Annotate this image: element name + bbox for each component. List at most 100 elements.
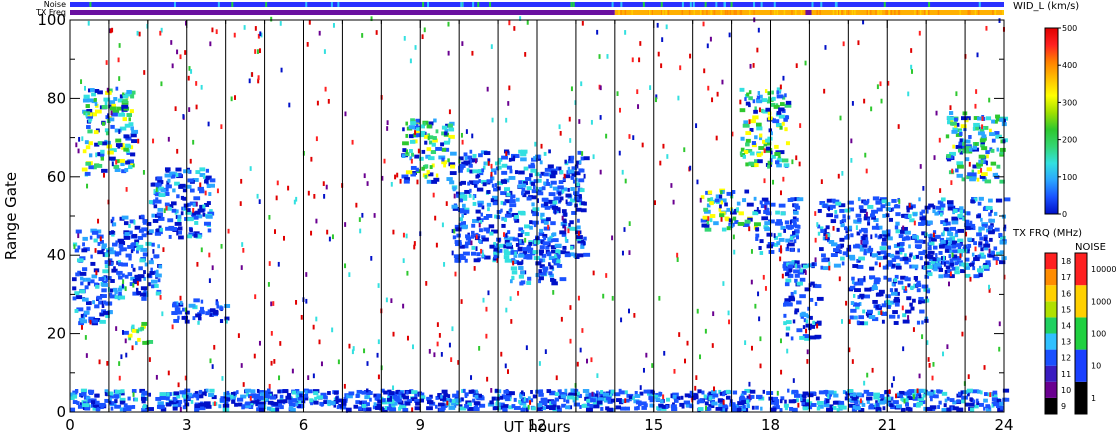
data-point <box>836 227 840 232</box>
data-point <box>426 147 432 152</box>
data-point <box>117 260 121 265</box>
data-point <box>972 399 976 404</box>
data-point <box>497 394 501 399</box>
data-point <box>816 320 822 325</box>
data-point <box>361 404 367 408</box>
data-point <box>816 400 824 405</box>
data-point <box>496 258 499 263</box>
data-point <box>706 203 711 208</box>
data-point <box>838 276 841 282</box>
data-point <box>101 294 107 298</box>
data-point <box>964 265 971 270</box>
data-point <box>711 390 717 395</box>
data-point <box>915 283 922 288</box>
data-point <box>410 158 413 164</box>
data-point <box>730 208 734 213</box>
data-point <box>121 104 129 109</box>
freq-colorbar-label: 11 <box>1061 370 1071 379</box>
data-point <box>995 198 1003 203</box>
data-point <box>913 394 918 399</box>
data-point <box>194 404 201 409</box>
data-point <box>336 398 343 403</box>
data-point <box>153 254 160 259</box>
data-point <box>491 183 495 188</box>
data-point <box>936 265 943 270</box>
data-point <box>270 16 273 22</box>
data-point <box>857 40 860 46</box>
data-point <box>841 261 845 266</box>
data-point <box>562 245 567 250</box>
data-point <box>875 223 879 228</box>
data-point <box>964 273 971 278</box>
width-colorbar-label: 100 <box>1062 173 1077 182</box>
data-point <box>126 113 132 117</box>
data-point <box>800 394 807 399</box>
data-point <box>679 402 685 407</box>
data-point <box>527 247 534 252</box>
data-point <box>81 248 88 253</box>
data-point <box>504 251 511 256</box>
data-point <box>555 249 560 254</box>
data-point <box>921 231 926 236</box>
data-point <box>104 128 110 133</box>
data-point <box>786 262 790 267</box>
data-point <box>922 249 928 254</box>
data-point <box>871 367 874 373</box>
data-point <box>88 316 96 321</box>
data-point <box>355 394 360 398</box>
data-point <box>548 199 552 204</box>
data-point <box>845 300 848 306</box>
noise-bar-mark <box>730 2 733 7</box>
data-point <box>144 262 148 267</box>
data-point <box>86 183 89 189</box>
data-point <box>504 239 510 244</box>
data-point <box>755 227 760 232</box>
data-point <box>556 166 562 171</box>
data-point <box>739 151 743 156</box>
data-point <box>915 254 920 259</box>
data-point <box>155 182 162 187</box>
data-point <box>894 225 899 230</box>
data-point <box>165 396 170 401</box>
data-point <box>462 196 468 201</box>
data-point <box>485 333 488 339</box>
data-point <box>157 278 161 283</box>
data-point <box>473 183 477 188</box>
data-point <box>464 241 469 246</box>
data-point <box>880 398 885 403</box>
data-point <box>764 286 767 291</box>
noise-bar-mark <box>753 2 756 7</box>
data-point <box>257 78 260 84</box>
data-point <box>431 142 436 147</box>
data-point <box>896 263 901 268</box>
data-point <box>707 216 710 221</box>
data-point <box>857 217 862 222</box>
data-point <box>749 389 756 394</box>
data-point <box>938 137 941 143</box>
data-point <box>415 123 419 128</box>
data-point <box>808 401 813 406</box>
data-point <box>862 309 866 314</box>
data-point <box>993 119 998 124</box>
data-point <box>960 390 964 395</box>
data-point <box>985 206 993 210</box>
data-point <box>134 397 139 402</box>
data-point <box>309 398 314 403</box>
data-point <box>211 27 214 33</box>
data-point <box>440 352 443 357</box>
data-point <box>867 204 874 209</box>
data-point <box>812 320 816 325</box>
data-point <box>944 398 948 403</box>
data-point <box>826 398 830 403</box>
data-point <box>794 229 800 234</box>
data-point <box>945 134 950 139</box>
data-point <box>572 398 576 403</box>
data-point <box>890 405 896 410</box>
data-point <box>936 389 941 394</box>
data-point <box>614 392 621 397</box>
data-point <box>808 405 813 410</box>
data-point <box>951 266 956 271</box>
data-point <box>486 86 489 92</box>
data-point <box>639 401 647 406</box>
data-point <box>744 219 751 224</box>
